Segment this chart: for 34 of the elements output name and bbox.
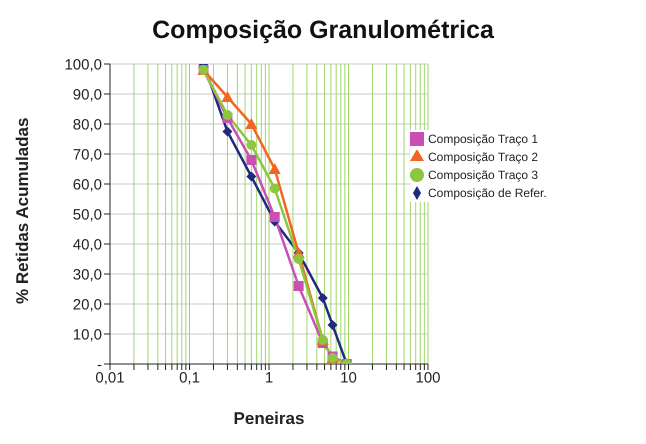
x-tick-label: 1 [264, 370, 274, 387]
y-tick-label: 30,0 [72, 266, 102, 284]
y-tick-label: 20,0 [72, 296, 102, 314]
chart-title: Composição Granulométrica [151, 15, 495, 46]
legend-label: Composição Traço 2 [428, 150, 538, 164]
point [294, 281, 304, 291]
point [268, 163, 281, 174]
point [246, 155, 256, 165]
x-tick-label: 100 [415, 370, 441, 387]
point [222, 126, 232, 136]
point [294, 254, 304, 264]
point [222, 110, 232, 120]
x-tick-label: 0,1 [179, 370, 200, 387]
y-tick-label: 40,0 [72, 236, 102, 254]
y-tick-label: 100,0 [64, 56, 102, 74]
point [221, 91, 234, 102]
point [246, 172, 256, 182]
x-tick-label: 10 [340, 370, 357, 387]
point [318, 293, 328, 303]
y-tick-label: 10,0 [72, 326, 102, 344]
x-axis-title: Peneiras [234, 409, 304, 428]
point [246, 140, 256, 150]
point [270, 184, 280, 194]
y-tick-label: 60,0 [72, 176, 102, 194]
y-tick-label: 50,0 [72, 206, 102, 224]
legend-label: Composição Traço 3 [428, 168, 538, 182]
y-tick-label: 90,0 [72, 86, 102, 104]
point [270, 212, 280, 222]
y-tick-label: 80,0 [72, 116, 102, 134]
y-tick-label: 70,0 [72, 146, 102, 164]
point [245, 118, 258, 129]
y-axis-title: % Retidas Acumuladas [13, 118, 32, 304]
legend-label: Composição Traço 1 [428, 132, 538, 146]
legend-label: Composição de Refer. [428, 186, 547, 200]
